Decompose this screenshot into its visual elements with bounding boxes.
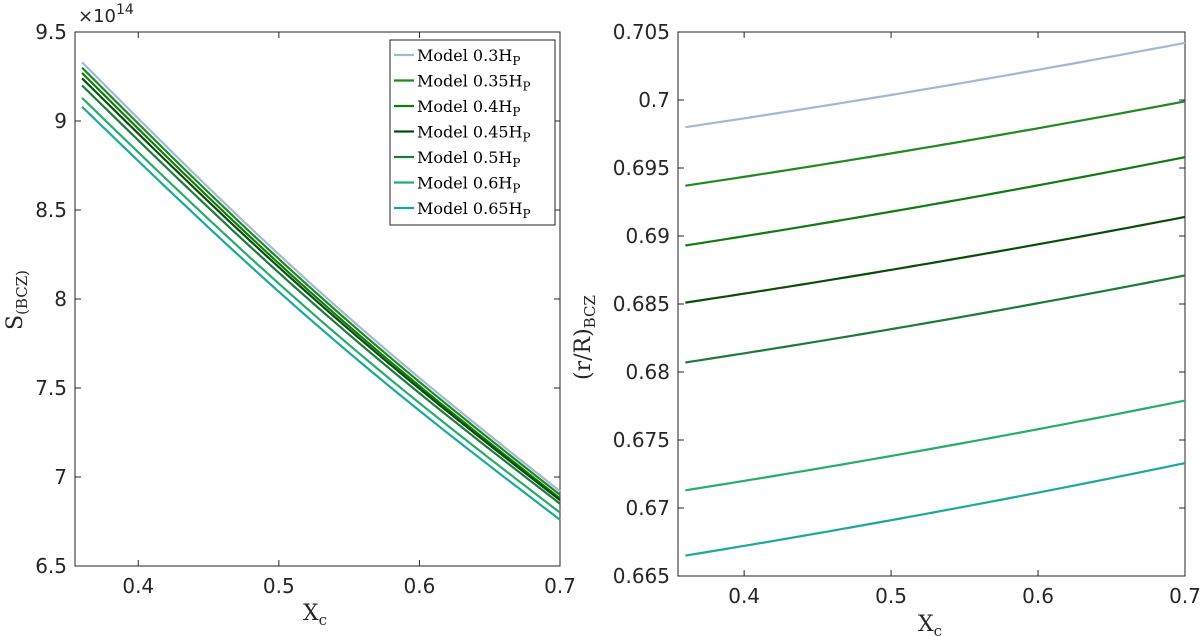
- left-panel: 6.5 7 7.5 8 8.5 9 9.5 0.4 0.5 0.6 0.7 ×1014 Xc S(…: [3, 2, 576, 629]
- y-tick-label: 0.705: [613, 20, 670, 44]
- series-line: [81, 61, 561, 493]
- legend-label: Model 0.6HP: [417, 174, 520, 196]
- legend-label: Model 0.4HP: [417, 97, 520, 119]
- left-x-axis-label: Xc: [303, 601, 327, 629]
- legend-label: Model 0.65HP: [417, 199, 531, 221]
- y-tick-label: 0.67: [625, 496, 670, 520]
- series-line: [685, 156, 1186, 247]
- series-line: [685, 274, 1186, 364]
- right-x-axis-label: Xc: [918, 612, 942, 636]
- legend-label: Model 0.45HP: [417, 123, 531, 145]
- left-series-lines: [81, 61, 561, 521]
- right-x-ticks: 0.4 0.5 0.6 0.7: [728, 32, 1200, 608]
- y-tick-label: 8: [54, 287, 67, 311]
- x-tick-label: 0.6: [404, 574, 436, 598]
- right-panel: 0.665 0.67 0.675 0.68 0.685 0.69 0.695 0.7 0.705…: [571, 20, 1200, 636]
- series-line: [685, 462, 1186, 557]
- series-line: [81, 72, 561, 500]
- y-tick-label: 0.675: [613, 428, 670, 452]
- y-tick-label: 8.5: [35, 198, 67, 222]
- series-line: [81, 77, 561, 502]
- series-line: [81, 97, 561, 514]
- y-tick-label: 9: [54, 109, 67, 133]
- y-tick-label: 7.5: [35, 376, 67, 400]
- left-y-axis-label: S(BCZ): [3, 270, 31, 330]
- right-y-axis-label: (r/R)BCZ: [571, 295, 599, 380]
- series-line: [81, 84, 561, 505]
- legend-label: Model 0.5HP: [417, 148, 520, 170]
- left-x-ticks: 0.4 0.5 0.6 0.7: [122, 32, 576, 598]
- series-line: [685, 399, 1186, 492]
- legend-entries: Model 0.3HP Model 0.35HP Model 0.4HP Model …: [394, 46, 531, 221]
- series-line: [685, 41, 1186, 129]
- series-line: [81, 66, 561, 496]
- y-tick-label: 0.68: [625, 360, 670, 384]
- y-tick-label: 9.5: [35, 20, 67, 44]
- legend-label: Model 0.3HP: [417, 46, 520, 68]
- x-tick-label: 0.7: [1169, 584, 1200, 608]
- left-exponent-label: ×1014: [78, 2, 134, 27]
- series-line: [81, 105, 561, 521]
- series-line: [685, 215, 1186, 304]
- x-tick-label: 0.7: [544, 574, 576, 598]
- x-tick-label: 0.5: [263, 574, 295, 598]
- x-tick-label: 0.4: [122, 574, 154, 598]
- series-line: [685, 100, 1186, 187]
- legend-box: [389, 39, 556, 226]
- x-tick-label: 0.6: [1022, 584, 1054, 608]
- right-series-lines: [685, 41, 1186, 557]
- y-tick-label: 0.69: [625, 224, 670, 248]
- legend-label: Model 0.35HP: [417, 72, 531, 94]
- y-tick-label: 6.5: [35, 554, 67, 578]
- left-y-ticks: 6.5 7 7.5 8 8.5 9 9.5: [35, 20, 560, 578]
- right-y-ticks: 0.665 0.67 0.675 0.68 0.685 0.69 0.695 0.7 0.705: [613, 20, 1185, 588]
- right-plot-frame: [677, 31, 1186, 577]
- y-tick-label: 0.685: [613, 292, 670, 316]
- x-tick-label: 0.5: [875, 584, 907, 608]
- y-tick-label: 0.665: [613, 564, 670, 588]
- y-tick-label: 0.7: [638, 88, 670, 112]
- legend: Model 0.3HP Model 0.35HP Model 0.4HP Model …: [389, 39, 556, 226]
- y-tick-label: 0.695: [613, 156, 670, 180]
- x-tick-label: 0.4: [728, 584, 760, 608]
- y-tick-label: 7: [54, 465, 67, 489]
